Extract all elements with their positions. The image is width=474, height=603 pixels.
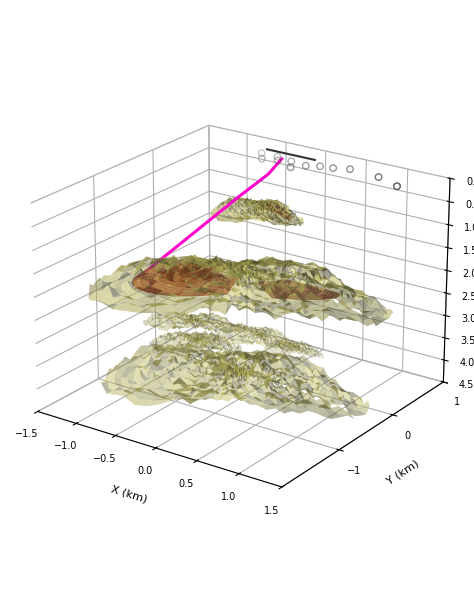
X-axis label: X (km): X (km) [110,484,149,504]
Y-axis label: Y (km): Y (km) [385,458,420,487]
